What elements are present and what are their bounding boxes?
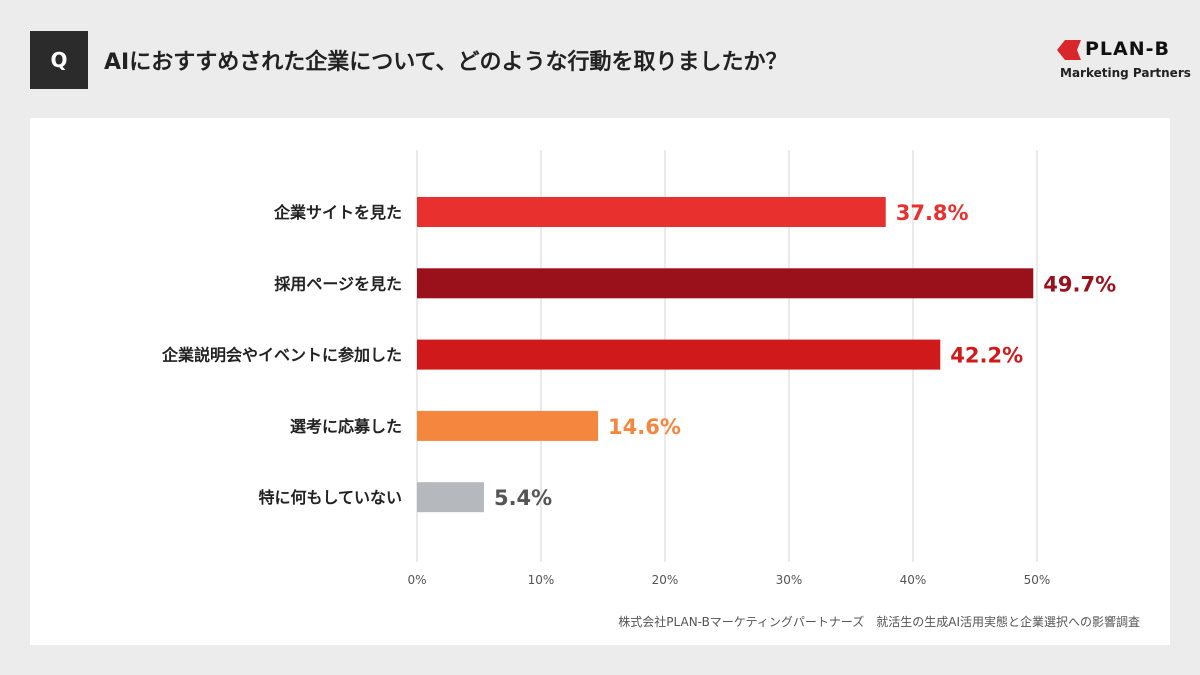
source-note: 株式会社PLAN-Bマーケティングパートナーズ 就活生の生成AI活用実態と企業選… — [618, 615, 1140, 629]
category-label: 企業説明会やイベントに参加した — [161, 346, 402, 365]
logo-subtitle: Marketing Partners — [1060, 66, 1191, 80]
tick-label: 10% — [528, 573, 555, 587]
bar — [417, 410, 599, 441]
question-badge: Q — [30, 31, 88, 89]
logo-brand: PLAN-B — [1085, 38, 1171, 60]
tick-label: 50% — [1024, 573, 1051, 587]
data-label: 14.6% — [608, 415, 681, 439]
tick-label: 30% — [776, 573, 803, 587]
bar — [417, 339, 941, 370]
data-label: 49.7% — [1043, 272, 1116, 296]
tick-label: 20% — [652, 573, 679, 587]
category-label: 採用ページを見た — [274, 274, 402, 293]
tick-label: 40% — [900, 573, 927, 587]
data-label: 42.2% — [950, 344, 1023, 368]
bar — [417, 482, 484, 513]
category-label: 特に何もしていない — [258, 488, 402, 507]
logo-mark-icon — [1057, 40, 1081, 60]
tick-label: 0% — [407, 573, 426, 587]
data-label: 5.4% — [494, 486, 552, 510]
bar — [417, 197, 886, 227]
data-label: 37.8% — [896, 201, 969, 225]
page-title: AIにおすすめされた企業について、どのような行動を取りましたか？ — [104, 50, 788, 75]
bar — [417, 268, 1034, 299]
category-label: 企業サイトを見た — [273, 203, 402, 222]
category-label: 選考に応募した — [290, 417, 402, 436]
